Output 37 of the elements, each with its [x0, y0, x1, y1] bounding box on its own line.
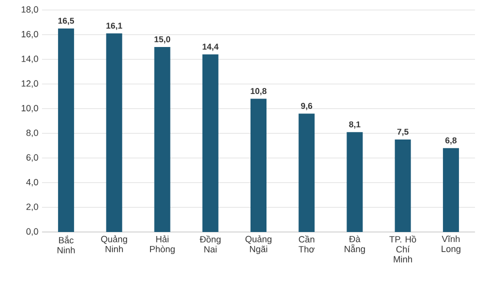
data-label: 10,8	[250, 88, 266, 96]
data-label: 15,0	[154, 36, 170, 44]
bar	[202, 54, 218, 232]
bar	[250, 98, 267, 232]
y-tick-label: 8,0	[26, 130, 38, 138]
x-tick-label: Quảng Ngãi	[245, 236, 272, 254]
y-tick-label: 2,0	[26, 204, 38, 212]
bar	[106, 33, 122, 232]
bar	[394, 140, 411, 232]
y-tick-label: 14,0	[22, 56, 38, 64]
bar	[346, 132, 363, 232]
x-tick-label: TP. Hồ Chí Minh	[389, 236, 416, 262]
x-tick-label: Bắc Ninh	[58, 236, 75, 254]
data-label: 8,1	[349, 121, 360, 129]
x-tick-label: Hải Phòng	[150, 236, 175, 254]
bar	[154, 47, 170, 232]
x-tick-label: Quảng Ninh	[101, 236, 128, 252]
y-tick-label: 12,0	[22, 80, 38, 88]
x-tick-label: Đồng Nai	[200, 236, 221, 252]
data-label: 16,5	[58, 18, 74, 25]
bar	[442, 148, 459, 232]
data-label: 7,5	[397, 128, 408, 136]
data-label: 9,6	[301, 102, 312, 110]
bar	[298, 114, 315, 232]
x-tick-label: Cần Thơ	[298, 236, 315, 252]
y-tick-label: 10,0	[22, 104, 38, 112]
y-tick-label: 4,0	[26, 178, 38, 186]
data-label: 6,8	[445, 137, 457, 145]
y-tick-label: 6,0	[26, 154, 38, 162]
x-tick-label: Vĩnh Long	[442, 236, 460, 254]
y-tick-label: 16,0	[22, 30, 38, 38]
data-label: 16,1	[106, 22, 122, 30]
x-tick-label: Đà Nẵng	[344, 236, 365, 254]
bar	[58, 28, 74, 232]
y-tick-label: 0,0	[26, 228, 38, 236]
y-tick-label: 18,0	[22, 6, 38, 14]
data-label: 14,4	[202, 44, 219, 51]
